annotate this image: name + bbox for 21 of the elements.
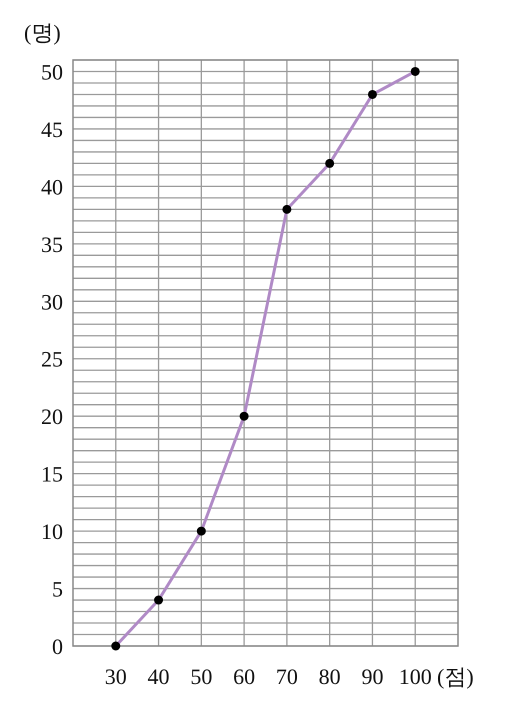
y-tick-label: 20 bbox=[41, 404, 63, 430]
y-tick-label: 30 bbox=[41, 289, 63, 314]
x-tick-label: 40 bbox=[148, 664, 170, 689]
y-tick-label: 35 bbox=[41, 232, 63, 257]
x-tick-label: 50 bbox=[190, 664, 212, 689]
x-axis-title: (점) bbox=[437, 664, 474, 689]
y-tick-label: 0 bbox=[52, 634, 63, 659]
y-tick-label: 5 bbox=[52, 576, 63, 602]
x-tick-label: 90 bbox=[361, 664, 384, 689]
x-tick-label: 80 bbox=[318, 664, 341, 689]
x-tick-label: 60 bbox=[233, 664, 256, 689]
x-tick-label: 70 bbox=[276, 664, 298, 689]
y-tick-label: 15 bbox=[41, 462, 63, 487]
y-tick-label: 40 bbox=[41, 174, 63, 200]
x-tick-label: 100 bbox=[398, 664, 432, 689]
x-tick-label: 30 bbox=[104, 664, 127, 689]
y-tick-label: 50 bbox=[41, 59, 63, 84]
y-tick-label: 45 bbox=[41, 116, 63, 142]
y-tick-label: 25 bbox=[41, 346, 63, 372]
y-axis-title: (명) bbox=[24, 20, 61, 45]
y-tick-label: 10 bbox=[41, 519, 63, 544]
